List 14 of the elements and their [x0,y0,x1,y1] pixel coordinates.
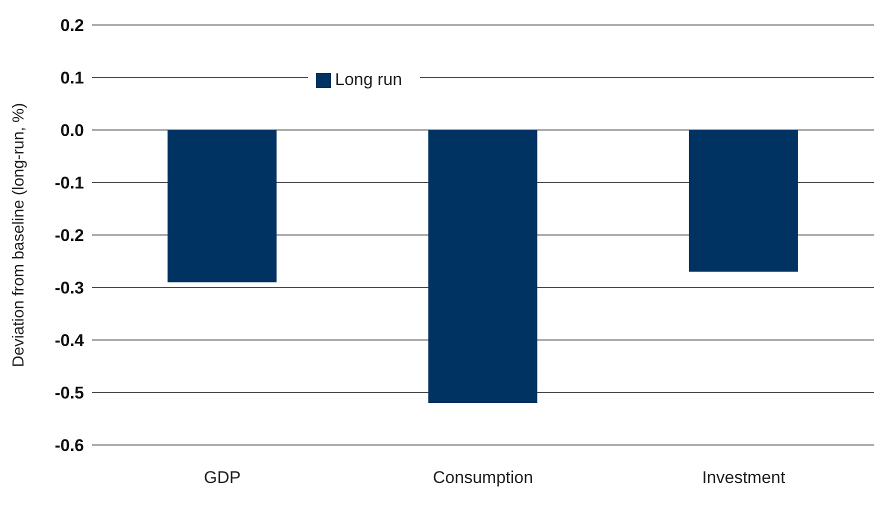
y-tick-label: -0.2 [54,226,84,246]
y-tick-label: -0.5 [54,384,84,403]
y-tick-label: -0.3 [54,278,84,298]
x-tick-label: Investment [702,468,786,488]
x-tick-label: Consumption [432,468,534,488]
y-tick-label: 0.1 [60,68,84,88]
y-axis-title: Deviation from baseline (long-run, %) [10,102,28,368]
y-tick-label: 0.0 [60,121,84,140]
x-tick-label: GDP [204,468,241,488]
y-tick-label: -0.6 [54,436,84,456]
legend-label: Long run [335,70,402,89]
y-tick-label: 0.2 [60,16,84,36]
y-tick-label: -0.1 [54,174,84,193]
y-tick-label: -0.4 [54,331,85,350]
